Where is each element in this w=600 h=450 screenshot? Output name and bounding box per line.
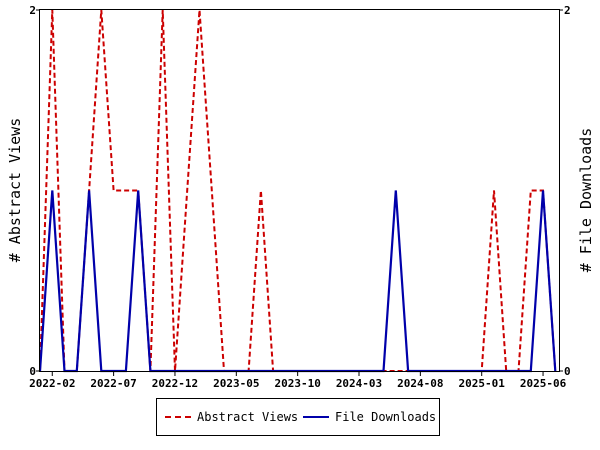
x-tick-label: 2023-10 xyxy=(274,377,320,390)
legend-swatch-file-downloads xyxy=(303,416,329,418)
y-right-tick-label: 2 xyxy=(564,4,571,17)
series-line-file-downloads xyxy=(38,190,557,373)
legend-item-file-downloads: File Downloads xyxy=(303,410,436,424)
y-left-tick-label: 0 xyxy=(29,365,36,378)
y-right-axis-title: # File Downloads xyxy=(577,128,595,273)
series-line-abstract-views xyxy=(39,9,557,372)
x-tick-label: 2024-03 xyxy=(336,377,382,390)
x-tick-label: 2023-05 xyxy=(213,377,259,390)
legend-item-abstract-views: Abstract Views xyxy=(165,410,298,424)
x-tick-label: 2022-02 xyxy=(29,377,75,390)
x-tick-label: 2025-01 xyxy=(459,377,506,390)
plot-frame xyxy=(39,9,560,372)
x-tick-label: 2022-07 xyxy=(90,377,136,390)
y-right-tick-label: 0 xyxy=(564,365,571,378)
legend-label-file-downloads: File Downloads xyxy=(335,410,437,424)
x-tick-label: 2024-08 xyxy=(397,377,443,390)
legend: Abstract Views File Downloads xyxy=(156,398,440,436)
legend-swatch-abstract-views xyxy=(165,416,191,418)
x-tick-label: 2025-06 xyxy=(520,377,567,390)
x-tick-label: 2022-12 xyxy=(152,377,198,390)
y-left-axis-title: # Abstract Views xyxy=(6,118,24,263)
y-left-tick-label: 2 xyxy=(29,4,36,17)
legend-label-abstract-views: Abstract Views xyxy=(197,410,299,424)
